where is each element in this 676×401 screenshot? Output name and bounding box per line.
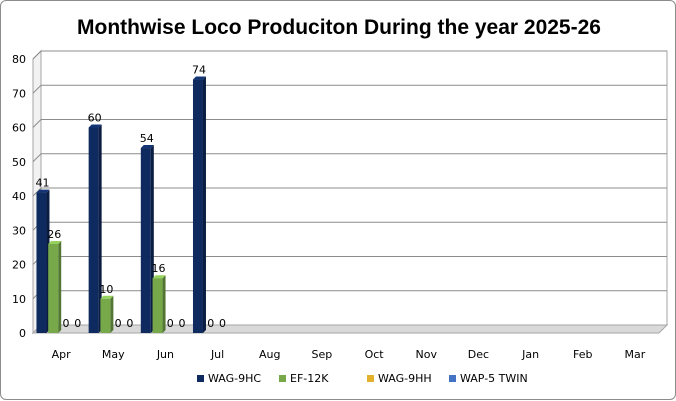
data-label: 0 [62, 317, 69, 330]
bars [36, 76, 206, 334]
legend-swatch [449, 375, 456, 382]
x-tick-label: Mar [625, 348, 646, 361]
bar-side [58, 240, 62, 333]
x-tick-label: Jun [156, 348, 174, 361]
legend-label: EF-12K [290, 372, 329, 385]
y-tick-label: 40 [12, 190, 26, 203]
x-tick-label: Jul [210, 348, 224, 361]
legend: WAG-9HC EF-12K WAG-9HH WAP-5 TWIN [197, 372, 528, 385]
y-tick-label: 70 [12, 87, 26, 100]
bar-side [110, 295, 114, 333]
y-tick-label: 20 [12, 259, 26, 272]
x-tick-label: Jan [521, 348, 539, 361]
plot-area [31, 49, 669, 335]
data-label: 0 [115, 317, 122, 330]
data-label: 0 [219, 317, 226, 330]
x-axis: Apr May Jun Jul Aug Sep Oct Nov Dec Jan Feb Mar [52, 348, 646, 361]
bar-top [140, 145, 154, 149]
bar [36, 192, 47, 333]
bar [140, 148, 151, 333]
x-tick-label: Nov [416, 348, 438, 361]
x-tick-label: Feb [573, 348, 592, 361]
data-label: 0 [126, 317, 133, 330]
bar-side [202, 76, 206, 334]
legend-label: WAG-9HC [208, 372, 261, 385]
bar [100, 298, 111, 333]
gridline [32, 119, 667, 128]
y-tick-label: 60 [12, 122, 26, 135]
legend-swatch [367, 375, 374, 382]
data-label: 0 [179, 317, 186, 330]
data-label: 26 [47, 228, 61, 241]
data-label: 60 [88, 112, 102, 125]
bar-top [100, 295, 114, 299]
bar-top [48, 240, 62, 244]
data-label: 0 [207, 317, 214, 330]
bar [192, 79, 203, 333]
bar-top [152, 275, 166, 279]
data-label: 74 [192, 64, 206, 77]
x-tick-label: Aug [259, 348, 280, 361]
gridline [32, 153, 667, 163]
bar-top [88, 124, 102, 128]
y-tick-label: 30 [12, 224, 26, 237]
x-tick-label: May [102, 348, 125, 361]
bar-side [98, 124, 102, 333]
bar [48, 243, 59, 333]
data-label: 54 [140, 132, 154, 145]
x-tick-label: Dec [468, 348, 489, 361]
x-tick-label: Sep [312, 348, 333, 361]
y-tick-label: 80 [12, 53, 26, 66]
legend-swatch [279, 375, 286, 382]
bar-top [36, 189, 50, 193]
gridline [32, 187, 667, 197]
data-label: 16 [152, 262, 166, 275]
y-axis: 0 10 20 30 40 50 60 70 80 [12, 53, 26, 340]
x-tick-label: Oct [365, 348, 385, 361]
y-tick-label: 0 [19, 327, 26, 340]
y-tick-label: 10 [12, 293, 26, 306]
y-tick-label: 50 [12, 156, 26, 169]
legend-swatch [197, 375, 204, 382]
data-label: 10 [99, 283, 113, 296]
bar [88, 127, 99, 333]
data-label: 41 [35, 177, 49, 190]
bar-side [162, 275, 166, 333]
bar [152, 278, 163, 333]
x-tick-label: Apr [52, 348, 72, 361]
data-label: 0 [74, 317, 81, 330]
chart-title: Monthwise Loco Produciton During the yea… [77, 16, 601, 39]
gridline [32, 50, 667, 60]
legend-label: WAP-5 TWIN [460, 372, 528, 385]
data-label: 0 [167, 317, 174, 330]
bar-top [192, 76, 206, 80]
legend-label: WAG-9HH [378, 372, 432, 385]
gridline [32, 84, 667, 94]
